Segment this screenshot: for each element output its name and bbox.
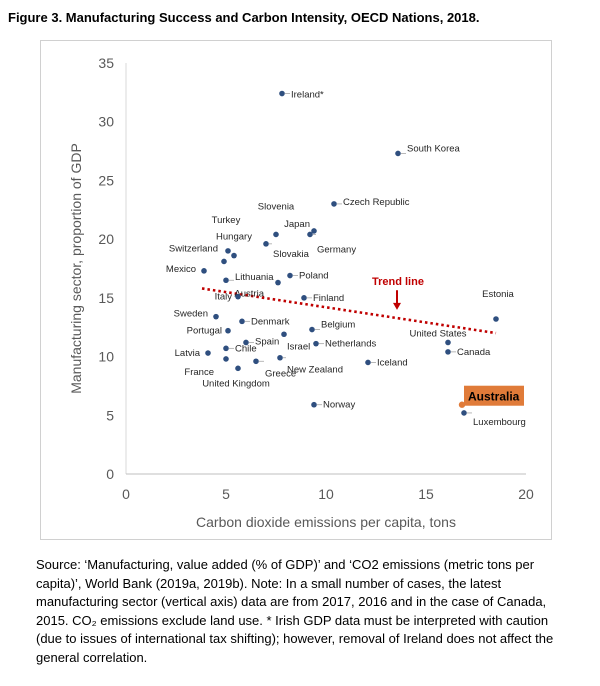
point-label-japan: Japan bbox=[284, 219, 310, 230]
point-label-canada: Canada bbox=[457, 347, 491, 358]
point-label-denmark: Denmark bbox=[251, 316, 290, 327]
point-label-austria: Austria bbox=[234, 289, 264, 300]
x-tick-label: 15 bbox=[418, 486, 434, 502]
point-label-estonia: Estonia bbox=[482, 289, 514, 300]
point-label-netherlands: Netherlands bbox=[325, 339, 376, 350]
point-label-mexico: Mexico bbox=[166, 264, 196, 275]
data-point bbox=[235, 365, 241, 372]
y-axis-title: Manufacturing sector, proportion of GDP bbox=[68, 143, 84, 394]
point-label-norway: Norway bbox=[323, 400, 355, 411]
point-label-south-korea: South Korea bbox=[407, 143, 461, 154]
source-note: Source: ‘Manufacturing, value added (% o… bbox=[36, 557, 554, 665]
x-tick-label: 0 bbox=[122, 486, 130, 502]
y-tick-label: 35 bbox=[98, 55, 114, 71]
data-point bbox=[307, 231, 313, 238]
y-tick-label: 5 bbox=[106, 407, 114, 423]
data-point bbox=[253, 358, 259, 365]
point-label-belgium: Belgium bbox=[321, 320, 355, 331]
point-label-ireland: Ireland* bbox=[291, 90, 324, 101]
trend-line-label: Trend line bbox=[372, 276, 424, 288]
data-point bbox=[225, 327, 231, 334]
y-tick-label: 20 bbox=[98, 231, 114, 247]
point-label-slovakia: Slovakia bbox=[273, 249, 310, 260]
data-point bbox=[221, 258, 227, 265]
x-tick-label: 20 bbox=[518, 486, 534, 502]
point-label-iceland: Iceland bbox=[377, 357, 408, 368]
data-point bbox=[223, 345, 229, 352]
y-tick-label: 0 bbox=[106, 466, 114, 482]
figure-title: Figure 3. Manufacturing Success and Carb… bbox=[8, 10, 480, 25]
point-label-france: France bbox=[184, 367, 214, 378]
y-tick-label: 30 bbox=[98, 114, 114, 130]
data-point bbox=[231, 252, 237, 259]
data-point bbox=[365, 359, 371, 366]
data-point bbox=[461, 410, 467, 416]
x-tick-label: 5 bbox=[222, 486, 230, 502]
data-point bbox=[201, 268, 207, 274]
point-label-luxembourg: Luxembourg bbox=[473, 417, 526, 428]
point-label-chile: Chile bbox=[235, 343, 257, 354]
point-label-greece: Greece bbox=[265, 368, 296, 379]
data-point bbox=[235, 293, 241, 300]
point-label-poland: Poland bbox=[299, 271, 329, 282]
point-label-australia: Australia bbox=[468, 390, 520, 404]
data-point bbox=[279, 90, 285, 97]
data-point bbox=[287, 272, 293, 279]
data-point bbox=[301, 295, 307, 301]
point-label-latvia: Latvia bbox=[175, 348, 201, 359]
point-label-united-kingdom: United Kingdom bbox=[202, 378, 270, 389]
point-label-new-zealand: New Zealand bbox=[287, 365, 343, 376]
data-point bbox=[445, 339, 451, 346]
y-tick-label: 25 bbox=[98, 172, 114, 188]
data-point bbox=[205, 350, 211, 356]
x-axis-title: Carbon dioxide emissions per capita, ton… bbox=[196, 514, 456, 530]
point-label-united-states: United States bbox=[409, 328, 466, 339]
data-point bbox=[275, 279, 281, 286]
scatter-chart: 0 5 10 15 20 25 30 35 0 5 10 15 20 Carbon dioxide emi… bbox=[68, 55, 534, 530]
data-point bbox=[273, 231, 279, 238]
data-point bbox=[281, 331, 287, 338]
point-label-switzerland: Switzerland bbox=[169, 243, 218, 254]
data-point bbox=[309, 326, 315, 333]
data-point bbox=[458, 401, 466, 408]
point-label-spain: Spain bbox=[255, 336, 279, 347]
data-point bbox=[311, 228, 317, 234]
data-point bbox=[311, 401, 317, 408]
highlight-box-australia bbox=[464, 385, 524, 406]
data-point bbox=[223, 356, 229, 362]
point-label-czech-republic: Czech Republic bbox=[343, 197, 410, 208]
point-label-israel: Israel bbox=[287, 341, 310, 352]
point-label-hungary: Hungary bbox=[216, 232, 252, 243]
point-label-portugal: Portugal bbox=[187, 326, 222, 337]
data-point bbox=[263, 241, 269, 247]
point-label-slovenia: Slovenia bbox=[258, 201, 295, 212]
x-tick-label: 10 bbox=[318, 486, 334, 502]
trend-arrow-head bbox=[393, 302, 401, 310]
data-point bbox=[243, 339, 249, 346]
point-label-germany: Germany bbox=[317, 244, 356, 255]
data-point bbox=[445, 349, 451, 355]
trend-line bbox=[201, 287, 497, 335]
data-point bbox=[313, 340, 319, 347]
data-point bbox=[277, 354, 283, 361]
point-label-finland: Finland bbox=[313, 293, 344, 304]
data-point bbox=[223, 277, 229, 284]
point-label-lithuania: Lithuania bbox=[235, 272, 274, 283]
point-label-sweden: Sweden bbox=[174, 309, 208, 320]
chart-frame: 0 5 10 15 20 25 30 35 0 5 10 15 20 Carbon dioxide emi… bbox=[40, 40, 552, 540]
y-tick-label: 15 bbox=[98, 290, 114, 306]
data-point bbox=[493, 316, 499, 322]
point-label-italy: Italy bbox=[215, 292, 233, 303]
data-point bbox=[395, 150, 401, 157]
point-label-turkey: Turkey bbox=[212, 215, 241, 226]
data-point bbox=[225, 248, 231, 254]
y-tick-label: 10 bbox=[98, 349, 114, 365]
data-point bbox=[331, 201, 337, 207]
data-point bbox=[239, 318, 245, 325]
data-point bbox=[213, 313, 219, 320]
